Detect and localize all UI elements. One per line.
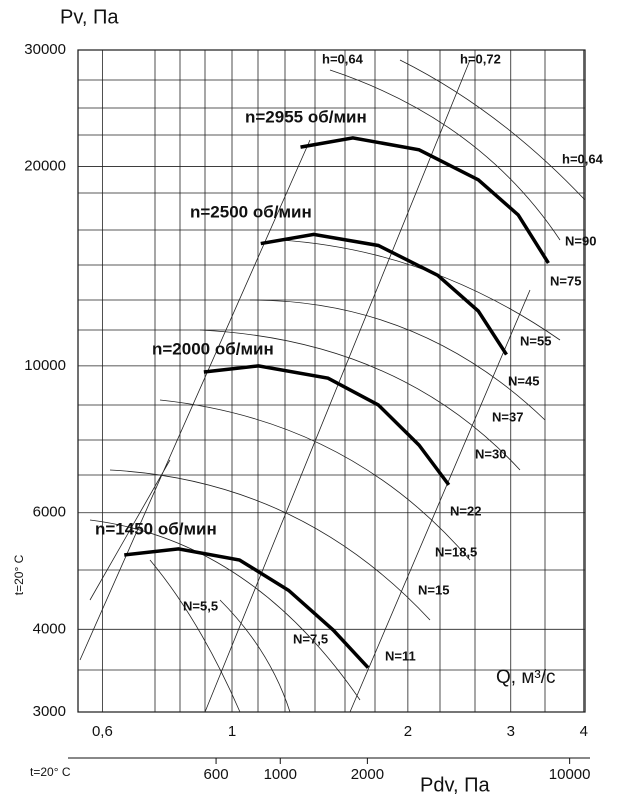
x2-tick-label: 1000 xyxy=(264,766,297,783)
y-tick-label: 6000 xyxy=(33,504,66,521)
system-lines xyxy=(79,59,586,713)
curve-label: n=2955 об/мин xyxy=(245,107,367,126)
annotation: N=5,5 xyxy=(183,598,218,613)
x-axis-label: Q, м³/с xyxy=(496,667,556,688)
y-tick-label: 20000 xyxy=(24,158,66,175)
annotation: N=55 xyxy=(520,333,551,348)
y-tick-label: 10000 xyxy=(24,357,66,374)
y-tick-label: 30000 xyxy=(24,41,66,58)
y-axis-label: Pv, Па xyxy=(60,6,119,28)
temperature-label: t=20° C xyxy=(30,765,71,779)
annotation: N=37 xyxy=(492,409,523,424)
curve xyxy=(124,547,370,669)
annotation: N=90 xyxy=(565,233,596,248)
x-tick-label: 1 xyxy=(228,723,236,740)
curve xyxy=(300,136,550,264)
annotation: N=18,5 xyxy=(435,544,477,559)
temperature-label: t=20° C xyxy=(12,554,26,595)
curve-label: n=1450 об/мин xyxy=(95,519,217,538)
annotation: N=15 xyxy=(418,582,449,597)
annotation: h=0,64 xyxy=(322,51,364,66)
x-tick-label: 2 xyxy=(404,723,412,740)
curve-label: n=2500 об/мин xyxy=(190,202,312,221)
annotation: N=75 xyxy=(550,273,581,288)
x-tick-label: 0,6 xyxy=(92,723,113,740)
curve xyxy=(203,364,451,486)
x-tick-label: 4 xyxy=(580,723,588,740)
y-tick-label: 3000 xyxy=(33,703,66,720)
x-tick-label: 3 xyxy=(507,723,515,740)
x2-tick-label: 600 xyxy=(204,766,229,783)
annotation: h=0,72 xyxy=(460,51,501,66)
annotation: N=30 xyxy=(475,446,506,461)
annotation: h=0,64 xyxy=(562,151,604,166)
curve-label: n=2000 об/мин xyxy=(152,339,274,358)
y-tick-label: 4000 xyxy=(33,620,66,637)
x2-tick-label: 2000 xyxy=(351,766,384,783)
curve xyxy=(260,232,508,356)
x2-axis-label: Pdv, Па xyxy=(420,774,490,796)
annotation: N=45 xyxy=(508,373,539,388)
annotation: N=22 xyxy=(450,503,481,518)
annotation: N=7,5 xyxy=(293,631,328,646)
annotation: N=11 xyxy=(385,648,416,663)
x2-tick-label: 10000 xyxy=(549,766,591,783)
